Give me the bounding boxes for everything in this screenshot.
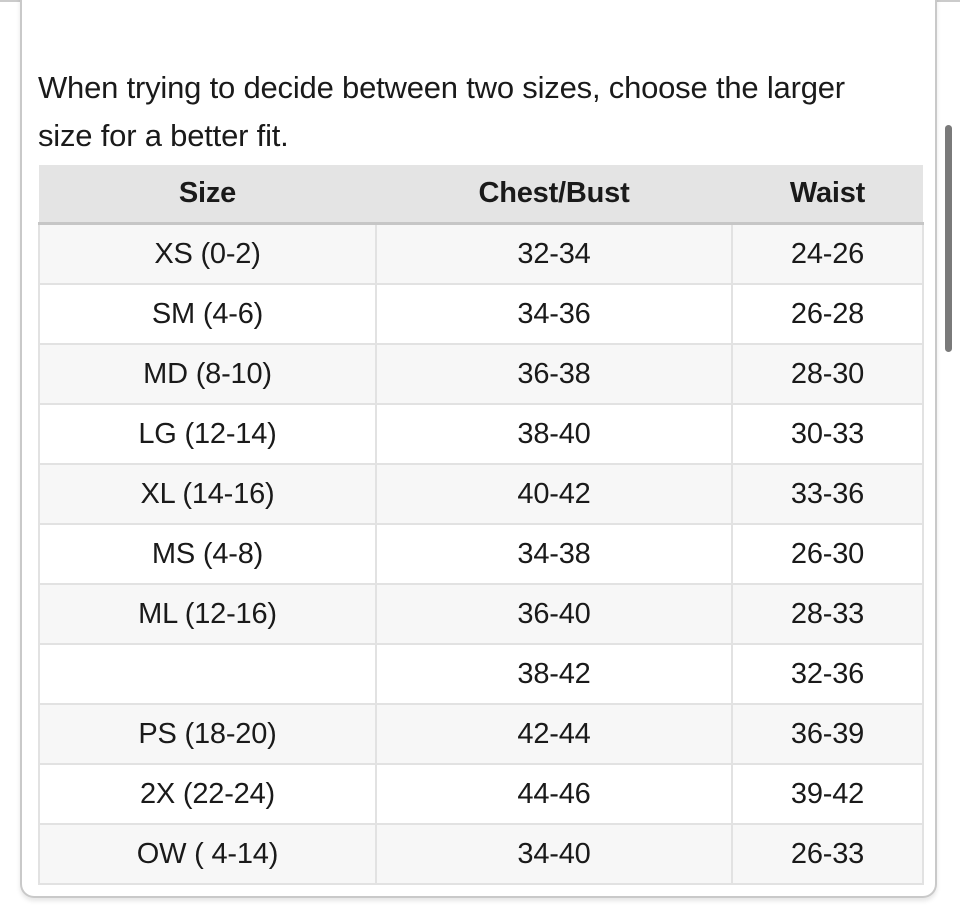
table-row: XS (0-2) 32-34 24-26	[38, 222, 924, 285]
table-row: LG (12-14) 38-40 30-33	[38, 403, 924, 465]
size-cell: 2X (22-24)	[38, 763, 377, 825]
chest-bust-cell: 38-42	[375, 643, 733, 705]
table-row: OW ( 4-14) 34-40 26-33	[38, 823, 924, 885]
chest-bust-cell: 32-34	[375, 222, 733, 285]
table-row: ML (12-16) 36-40 28-33	[38, 583, 924, 645]
waist-cell: 26-28	[731, 283, 924, 345]
size-cell	[38, 643, 377, 705]
size-cell: PS (18-20)	[38, 703, 377, 765]
size-cell: XL (14-16)	[38, 463, 377, 525]
column-header-size: Size	[39, 165, 376, 225]
waist-cell: 24-26	[731, 222, 924, 285]
waist-cell: 39-42	[731, 763, 924, 825]
waist-cell: 33-36	[731, 463, 924, 525]
column-header-waist: Waist	[732, 165, 923, 225]
chest-bust-cell: 34-40	[375, 823, 733, 885]
size-cell: SM (4-6)	[38, 283, 377, 345]
chest-bust-cell: 38-40	[375, 403, 733, 465]
size-cell: OW ( 4-14)	[38, 823, 377, 885]
waist-cell: 36-39	[731, 703, 924, 765]
waist-cell: 26-30	[731, 523, 924, 585]
chest-bust-cell: 36-40	[375, 583, 733, 645]
chest-bust-cell: 44-46	[375, 763, 733, 825]
table-row: PS (18-20) 42-44 36-39	[38, 703, 924, 765]
table-header-row: Size Chest/Bust Waist	[39, 165, 923, 225]
table-body: XS (0-2) 32-34 24-26 SM (4-6) 34-36 26-2…	[38, 222, 924, 885]
chest-bust-cell: 34-36	[375, 283, 733, 345]
waist-cell: 30-33	[731, 403, 924, 465]
size-cell: MD (8-10)	[38, 343, 377, 405]
chest-bust-cell: 34-38	[375, 523, 733, 585]
chest-bust-cell: 42-44	[375, 703, 733, 765]
size-cell: MS (4-8)	[38, 523, 377, 585]
waist-cell: 32-36	[731, 643, 924, 705]
table-row: MS (4-8) 34-38 26-30	[38, 523, 924, 585]
intro-text: When trying to decide between two sizes,…	[38, 70, 845, 153]
size-cell: ML (12-16)	[38, 583, 377, 645]
table-row: SM (4-6) 34-36 26-28	[38, 283, 924, 345]
waist-cell: 28-30	[731, 343, 924, 405]
size-chart-table: Size Chest/Bust Waist XS (0-2) 32-34 24-…	[38, 165, 924, 885]
table-row: 38-42 32-36	[38, 643, 924, 705]
column-header-chest-bust: Chest/Bust	[376, 165, 732, 225]
chest-bust-cell: 40-42	[375, 463, 733, 525]
size-cell: XS (0-2)	[38, 222, 377, 285]
table-row: 2X (22-24) 44-46 39-42	[38, 763, 924, 825]
waist-cell: 26-33	[731, 823, 924, 885]
chest-bust-cell: 36-38	[375, 343, 733, 405]
table-row: MD (8-10) 36-38 28-30	[38, 343, 924, 405]
table-row: XL (14-16) 40-42 33-36	[38, 463, 924, 525]
waist-cell: 28-33	[731, 583, 924, 645]
size-cell: LG (12-14)	[38, 403, 377, 465]
scrollbar-thumb[interactable]	[945, 125, 952, 352]
